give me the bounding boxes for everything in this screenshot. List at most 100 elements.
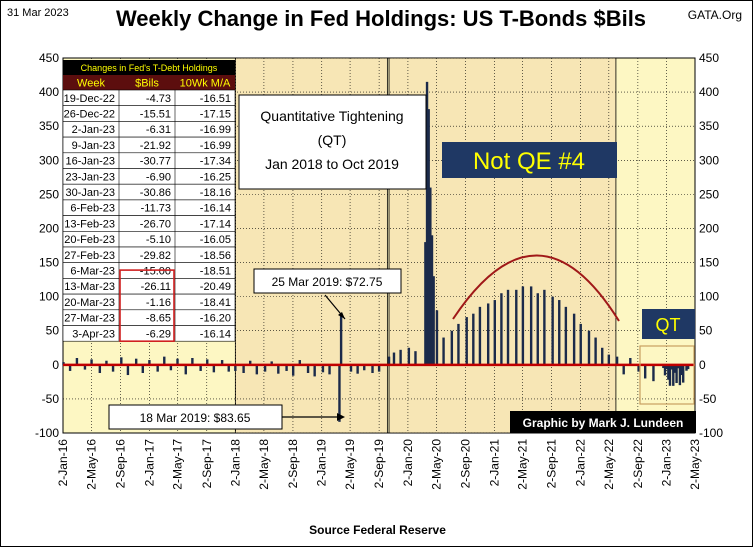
table-cell: 27-Feb-23: [64, 250, 115, 262]
chart-title: Weekly Change in Fed Holdings: US T-Bond…: [115, 6, 647, 31]
y-tick-label-left: 450: [39, 51, 59, 65]
y-tick-label-right: 250: [699, 187, 719, 201]
source-tag: GATA.Org: [687, 8, 742, 22]
table-cell: -30.77: [140, 156, 171, 168]
bar: [670, 364, 673, 370]
x-tick-label: 2-Jan-17: [142, 439, 156, 487]
table-cell: -16.14: [200, 203, 231, 215]
bar: [212, 364, 216, 373]
table-cell: 20-Feb-23: [64, 234, 115, 246]
note-bottom-arrowhead: [337, 413, 345, 421]
y-tick-label-left: 150: [39, 256, 59, 270]
bar: [111, 364, 115, 372]
bar: [672, 364, 675, 386]
table-cell: -15.51: [140, 109, 171, 121]
bar: [665, 364, 668, 370]
note-top-arrowhead: [338, 312, 345, 319]
bar: [506, 289, 510, 365]
x-tick-label: 2-Sep-16: [114, 439, 128, 489]
bar: [255, 364, 259, 375]
bar: [98, 364, 102, 373]
bar: [601, 347, 604, 365]
table-cell: -8.65: [146, 313, 171, 325]
bar: [424, 242, 427, 365]
x-tick-label: 2-Jan-16: [56, 439, 70, 487]
note-bottom-text: 18 Mar 2019: $83.65: [140, 411, 251, 425]
bar: [427, 109, 430, 365]
table-cell: 6-Mar-23: [70, 266, 115, 278]
bar: [515, 289, 518, 365]
bar: [83, 364, 87, 370]
table-cell: -11.73: [141, 203, 171, 215]
table-cell: 2-Jan-23: [72, 124, 115, 136]
bar: [242, 364, 245, 373]
bar: [486, 303, 490, 365]
y-tick-label-left: 250: [39, 187, 59, 201]
x-tick-label: 2-May-23: [688, 439, 702, 490]
bar: [558, 300, 561, 365]
y-tick-label-left: 300: [39, 153, 59, 167]
y-tick-label-left: 0: [52, 358, 59, 372]
table-cell: 23-Jan-23: [65, 171, 115, 183]
bar: [425, 81, 429, 365]
table-cell: 9-Jan-23: [72, 140, 115, 152]
x-tick-label: 2-Jan-22: [573, 439, 587, 487]
bar: [328, 364, 331, 375]
bar: [249, 360, 252, 365]
bar: [594, 337, 597, 365]
bar: [191, 358, 194, 365]
bar: [430, 235, 434, 365]
bar: [291, 364, 295, 376]
bar: [662, 364, 665, 369]
bar: [163, 356, 166, 365]
bar: [543, 289, 546, 365]
bar: [675, 364, 678, 384]
bar: [141, 364, 144, 373]
bar: [234, 364, 237, 371]
y-tick-label-left: 350: [39, 119, 59, 133]
table-cell: -15.00: [140, 266, 171, 278]
bar: [263, 364, 267, 372]
qt-text-box: [238, 94, 427, 190]
bar: [472, 313, 475, 365]
bar: [392, 352, 396, 365]
x-tick-label: 2-Sep-18: [286, 439, 300, 489]
table-header-cell: 10Wk M/A: [180, 78, 231, 90]
bar: [339, 315, 343, 365]
bar: [321, 364, 325, 373]
bar: [652, 364, 655, 382]
y-tick-label-right: 450: [699, 51, 719, 65]
bar: [277, 364, 280, 374]
x-tick-label: 2-May-18: [257, 439, 271, 490]
table-header-cell: Week: [77, 78, 105, 90]
trend-arc: [452, 254, 620, 322]
y-tick-label-right: 150: [699, 256, 719, 270]
x-tick-label: 2-May-21: [516, 439, 530, 490]
x-tick-label: 2-Sep-20: [459, 439, 473, 489]
table-highlight-outline: [119, 269, 175, 343]
table-cell: -18.16: [200, 187, 231, 199]
bar: [521, 286, 525, 365]
qt-text-line: Quantitative Tightening: [260, 108, 403, 124]
bar: [227, 364, 230, 372]
bar: [629, 358, 632, 365]
y-tick-label-left: 200: [39, 221, 59, 235]
bar: [667, 364, 670, 380]
bar: [442, 337, 445, 365]
bar: [338, 364, 341, 422]
x-axis-label: Source Federal Reserve: [309, 523, 446, 537]
bar: [579, 323, 582, 365]
table-cell: 26-Dec-22: [64, 109, 115, 121]
table-cell: -30.86: [140, 187, 171, 199]
bar: [75, 358, 79, 365]
bar: [206, 359, 209, 365]
y-tick-label-right: 100: [699, 290, 719, 304]
bar: [637, 364, 640, 372]
bar: [377, 364, 381, 372]
table-cell: -6.90: [146, 171, 171, 183]
qt-label-box: [642, 309, 695, 339]
bar: [356, 364, 359, 374]
table-cell: 30-Jan-23: [65, 187, 115, 199]
bar: [643, 364, 647, 379]
bar: [536, 293, 539, 365]
